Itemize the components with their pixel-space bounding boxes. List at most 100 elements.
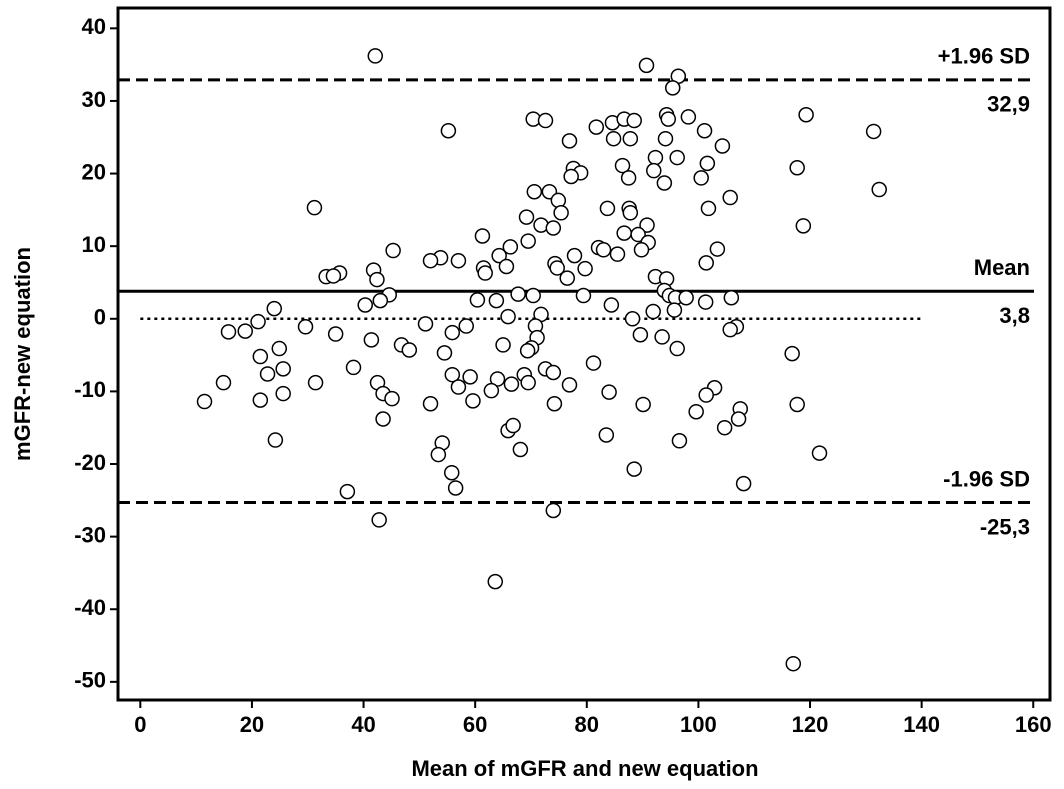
point [440, 122, 457, 139]
point [196, 393, 213, 410]
point [811, 445, 828, 461]
point [680, 109, 697, 125]
point [549, 260, 565, 276]
point [450, 252, 467, 269]
point [722, 321, 738, 338]
point [215, 374, 232, 391]
point [325, 268, 342, 284]
point [654, 329, 670, 345]
point [871, 181, 887, 198]
point [669, 340, 685, 357]
point [462, 369, 478, 385]
point [697, 294, 714, 310]
point [789, 159, 805, 176]
point [785, 655, 802, 672]
point [709, 241, 726, 257]
point [624, 311, 641, 327]
y-tick-label: -30 [74, 522, 106, 547]
point [505, 417, 521, 434]
y-tick-label: -20 [74, 450, 106, 475]
point [537, 112, 554, 129]
point [357, 297, 373, 313]
point [716, 419, 733, 436]
point [588, 119, 605, 135]
y-tick-label: -10 [74, 377, 106, 402]
point [474, 228, 491, 244]
point [664, 80, 681, 96]
point [647, 149, 664, 166]
y-tick-label: 20 [82, 159, 106, 184]
point [784, 345, 800, 362]
point [735, 475, 752, 492]
point [372, 292, 389, 309]
reference-label: +1.96 SD [938, 44, 1030, 69]
point [444, 324, 461, 341]
point [699, 155, 716, 172]
point [401, 342, 418, 358]
point [525, 287, 541, 304]
point [502, 239, 519, 255]
point [714, 138, 731, 154]
point [865, 123, 882, 140]
point [498, 258, 515, 275]
point [657, 130, 674, 147]
point [417, 316, 434, 332]
point [519, 342, 536, 359]
point [698, 255, 714, 271]
plot-frame [116, 6, 1052, 702]
point [693, 170, 709, 186]
point [635, 396, 651, 413]
point [259, 366, 276, 382]
x-tick-label: 0 [134, 712, 146, 737]
x-axis-label: Mean of mGFR and new equation [411, 756, 758, 781]
point [575, 287, 592, 304]
point [275, 361, 291, 377]
point [275, 385, 291, 402]
point [436, 345, 453, 361]
reference-label: Mean [974, 255, 1030, 280]
point [266, 300, 283, 317]
point [495, 337, 511, 353]
point [526, 183, 543, 200]
y-axis-label: mGFR-new equation [10, 247, 35, 461]
point [252, 348, 269, 365]
x-tick-label: 80 [575, 712, 599, 737]
point [339, 483, 356, 500]
point [458, 318, 474, 334]
point [678, 289, 694, 306]
point [601, 384, 617, 400]
point [698, 387, 714, 403]
point [371, 512, 387, 528]
y-tick-label: 10 [82, 232, 106, 257]
point [622, 130, 639, 147]
point [795, 218, 812, 234]
point [520, 374, 536, 391]
reference-label: -1.96 SD [943, 466, 1030, 491]
point [385, 242, 401, 259]
point [363, 332, 380, 348]
y-tick-label: 30 [82, 87, 106, 112]
point [696, 122, 713, 139]
point [599, 200, 616, 217]
y-tick-label: 0 [94, 305, 106, 330]
point [616, 225, 632, 241]
point [660, 111, 677, 127]
point [595, 242, 612, 258]
reference-value-label: -25,3 [980, 514, 1030, 539]
point [614, 157, 631, 174]
point [626, 112, 642, 129]
point [609, 246, 626, 262]
point [307, 374, 324, 391]
point [688, 403, 704, 420]
y-tick-label: 40 [82, 14, 106, 39]
point [267, 432, 284, 448]
point [469, 292, 486, 308]
point [447, 480, 464, 496]
point [477, 265, 493, 281]
point [626, 461, 642, 477]
point [722, 189, 738, 206]
point [639, 217, 655, 233]
point [510, 286, 526, 302]
point [633, 242, 650, 258]
